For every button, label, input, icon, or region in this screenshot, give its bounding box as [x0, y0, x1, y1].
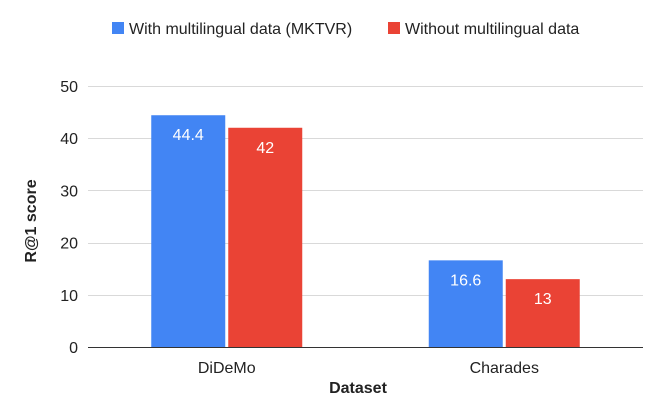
x-category-label-didemo: DiDeMo — [198, 360, 256, 377]
y-tick-label-10: 10 — [60, 288, 78, 305]
bar-charades-series-1 — [505, 279, 580, 347]
data-label-didemo-series-0: 44.4 — [173, 127, 204, 144]
legend-label-without-multilingual: Without multilingual data — [405, 21, 579, 38]
bar-charades-series-0 — [428, 260, 503, 347]
bars — [151, 115, 580, 348]
y-tick-label-40: 40 — [60, 131, 78, 148]
x-axis-categories: DiDeMo Charades — [198, 360, 539, 377]
y-tick-label-20: 20 — [60, 236, 78, 253]
legend-swatch-without-multilingual — [388, 22, 400, 34]
x-category-label-charades: Charades — [470, 360, 539, 377]
y-tick-label-30: 30 — [60, 183, 78, 200]
data-labels: 44.4 42 16.6 13 — [173, 127, 552, 308]
bar-didemo-series-0 — [151, 115, 226, 348]
data-label-didemo-series-1: 42 — [256, 140, 274, 157]
data-label-charades-series-1: 13 — [534, 291, 552, 308]
y-tick-label-50: 50 — [60, 79, 78, 96]
y-axis-title: R@1 score — [23, 179, 40, 262]
legend-label-with-multilingual: With multilingual data (MKTVR) — [129, 21, 352, 38]
x-axis-title: Dataset — [329, 380, 387, 397]
legend-swatch-with-multilingual — [112, 22, 124, 34]
y-axis-ticks: 0 10 20 30 40 50 — [60, 79, 78, 357]
data-label-charades-series-0: 16.6 — [450, 272, 481, 289]
bar-didemo-series-1 — [228, 127, 303, 347]
legend: With multilingual data (MKTVR) Without m… — [112, 21, 579, 38]
y-tick-label-0: 0 — [69, 340, 78, 357]
